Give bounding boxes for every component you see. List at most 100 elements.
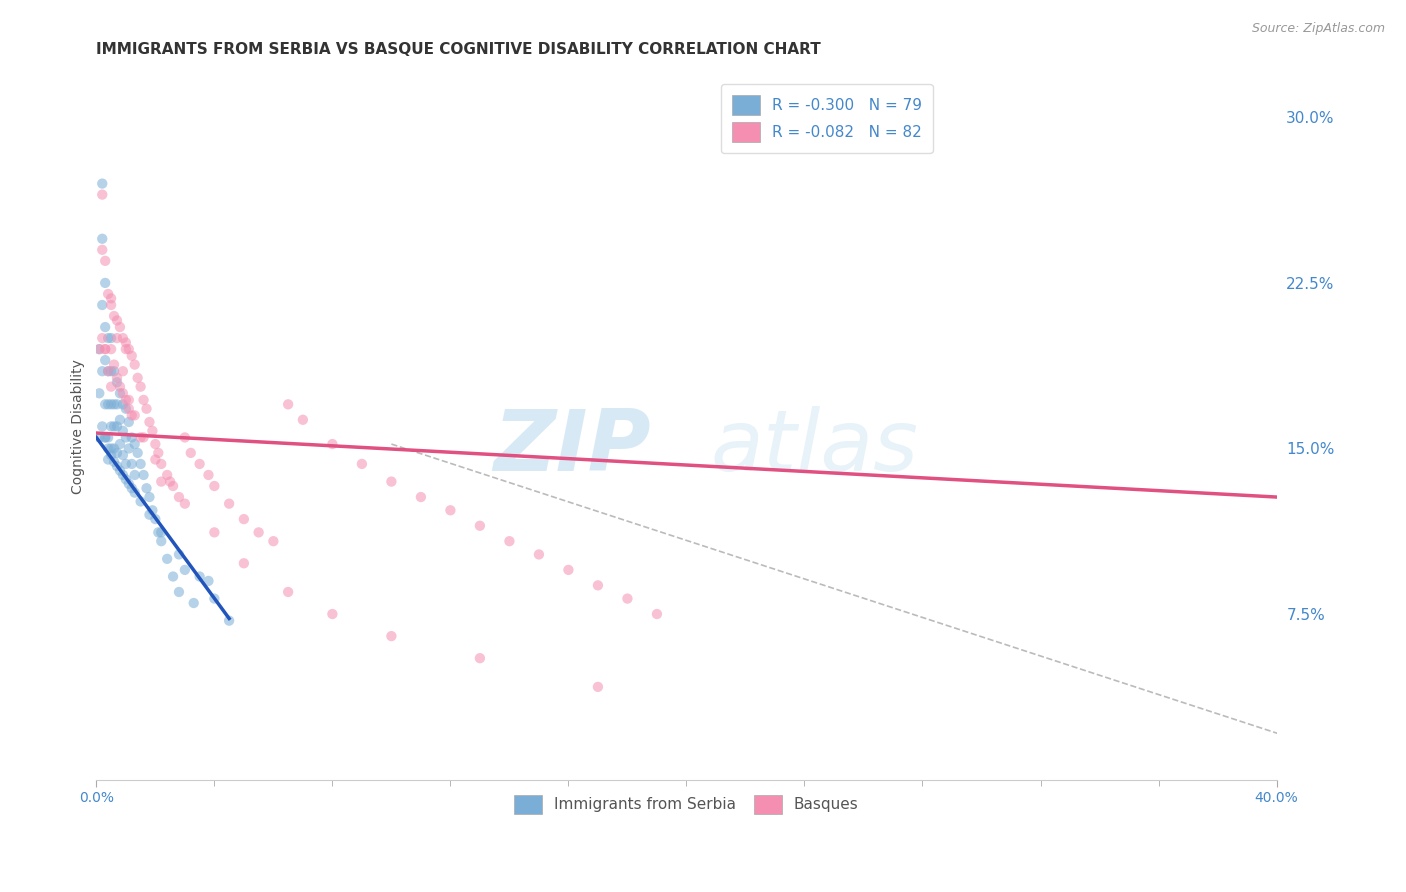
Point [100, 442, 122, 456]
Point [100, 298, 122, 312]
Point [180, 446, 202, 460]
Point [103, 442, 125, 456]
Point [94, 397, 117, 411]
Point [557, 563, 579, 577]
Point [108, 437, 131, 451]
Point [103, 364, 125, 378]
Point [321, 437, 343, 451]
Point [94, 430, 117, 444]
Point [91, 331, 114, 345]
Point [380, 629, 402, 643]
Legend: Immigrants from Serbia, Basques: Immigrants from Serbia, Basques [503, 784, 869, 825]
Point [97, 287, 120, 301]
Point [94, 276, 117, 290]
Point [91, 364, 114, 378]
Point [91, 419, 114, 434]
Point [115, 401, 138, 416]
Point [118, 415, 141, 429]
Point [94, 253, 117, 268]
Point [218, 497, 240, 511]
Point [124, 485, 146, 500]
Point [197, 574, 219, 588]
Point [645, 607, 668, 621]
Point [124, 437, 146, 451]
Point [105, 331, 128, 345]
Point [127, 446, 149, 460]
Point [173, 430, 195, 444]
Point [121, 457, 143, 471]
Point [115, 457, 138, 471]
Point [115, 430, 138, 444]
Point [100, 448, 122, 462]
Point [232, 512, 254, 526]
Point [97, 442, 120, 456]
Point [129, 430, 152, 444]
Point [94, 342, 117, 356]
Point [124, 467, 146, 482]
Point [118, 476, 141, 491]
Point [167, 490, 190, 504]
Point [197, 467, 219, 482]
Point [105, 446, 128, 460]
Point [439, 503, 461, 517]
Point [468, 651, 491, 665]
Point [105, 371, 128, 385]
Point [100, 331, 122, 345]
Point [97, 331, 120, 345]
Point [141, 424, 163, 438]
Point [103, 455, 125, 469]
Y-axis label: Cognitive Disability: Cognitive Disability [72, 359, 86, 494]
Point [108, 413, 131, 427]
Point [468, 518, 491, 533]
Point [115, 342, 138, 356]
Point [143, 437, 166, 451]
Point [498, 534, 520, 549]
Point [105, 397, 128, 411]
Point [100, 291, 122, 305]
Point [156, 552, 179, 566]
Point [94, 320, 117, 334]
Point [138, 415, 160, 429]
Point [183, 596, 205, 610]
Point [94, 342, 117, 356]
Point [111, 467, 134, 482]
Point [111, 397, 134, 411]
Point [148, 525, 170, 540]
Point [129, 457, 152, 471]
Point [111, 331, 134, 345]
Point [202, 591, 225, 606]
Point [89, 342, 111, 356]
Point [202, 479, 225, 493]
Point [105, 313, 128, 327]
Text: ZIP: ZIP [494, 406, 651, 489]
Point [167, 585, 190, 599]
Point [103, 419, 125, 434]
Point [132, 430, 155, 444]
Point [118, 392, 141, 407]
Point [277, 585, 299, 599]
Point [141, 503, 163, 517]
Point [118, 342, 141, 356]
Point [173, 563, 195, 577]
Point [380, 475, 402, 489]
Point [108, 379, 131, 393]
Point [218, 614, 240, 628]
Point [162, 569, 184, 583]
Point [100, 342, 122, 356]
Point [94, 353, 117, 368]
Point [150, 534, 173, 549]
Point [91, 298, 114, 312]
Point [111, 364, 134, 378]
Point [616, 591, 638, 606]
Point [115, 392, 138, 407]
Point [105, 419, 128, 434]
Point [129, 379, 152, 393]
Point [321, 607, 343, 621]
Point [103, 309, 125, 323]
Point [111, 424, 134, 438]
Point [121, 349, 143, 363]
Point [91, 187, 114, 202]
Text: Source: ZipAtlas.com: Source: ZipAtlas.com [1251, 22, 1385, 36]
Point [100, 419, 122, 434]
Point [97, 364, 120, 378]
